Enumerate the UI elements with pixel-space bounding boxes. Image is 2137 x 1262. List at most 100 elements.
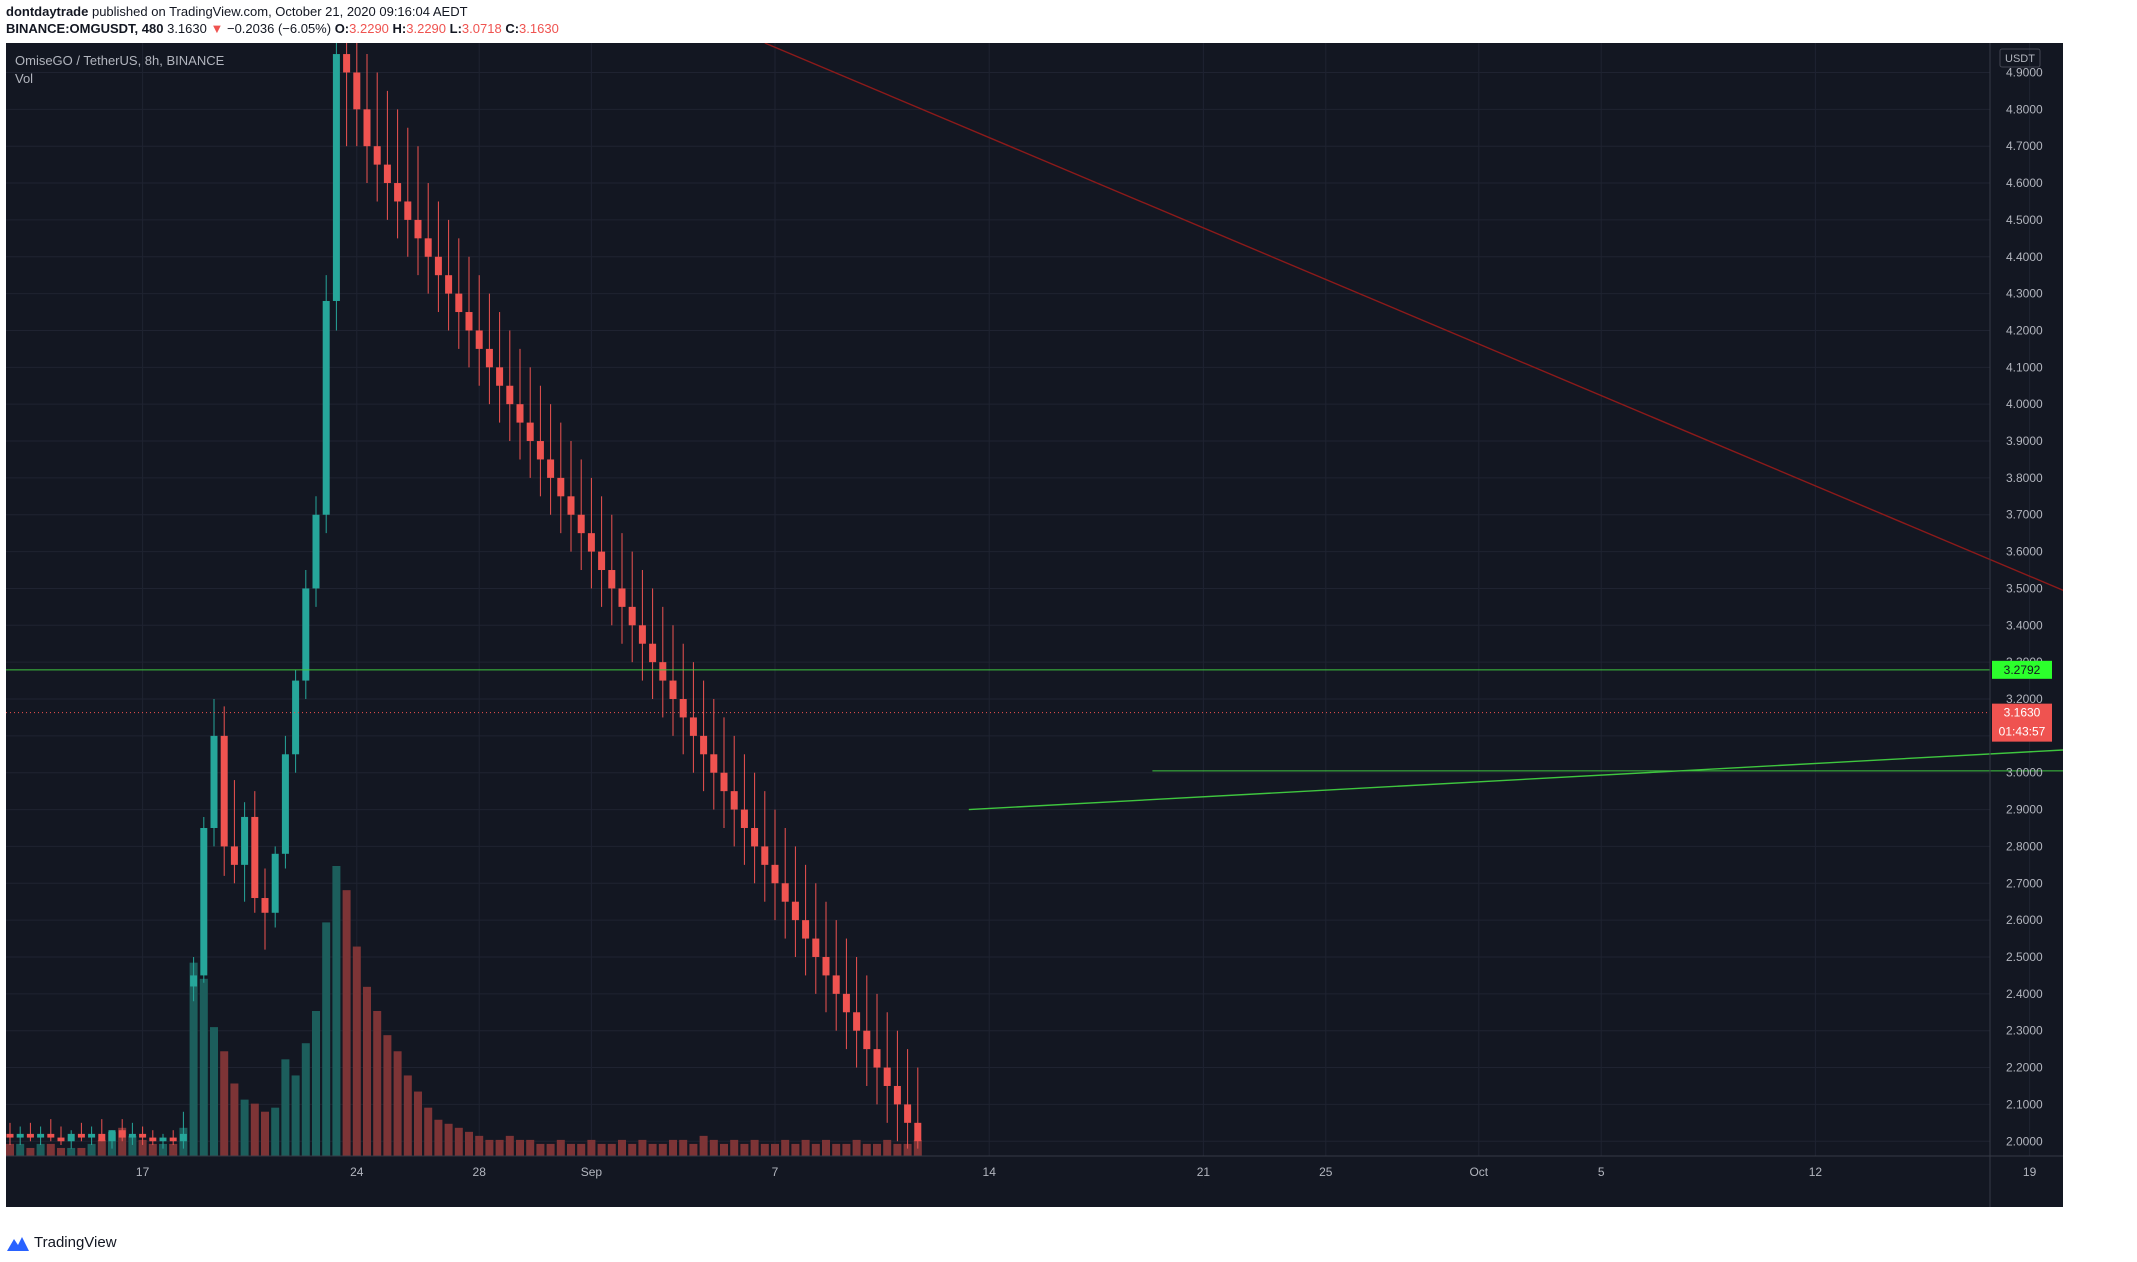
candle [343, 43, 351, 147]
volume-bar [159, 1143, 167, 1156]
volume-bar [597, 1143, 606, 1156]
candle-body [740, 809, 748, 828]
volume-bar [454, 1127, 463, 1156]
candle-body [445, 275, 453, 294]
volume-bar [801, 1139, 810, 1156]
volume-bar [312, 1011, 320, 1156]
time-tick-label: 28 [473, 1165, 487, 1179]
volume-bar [791, 1143, 800, 1156]
candle-body [608, 570, 616, 589]
volume-bar [526, 1139, 535, 1156]
candle-body [16, 1133, 24, 1138]
candle-body [26, 1133, 34, 1138]
chart-area[interactable]: 2.0000 2.1000 2.2000 2.3000 2.4000 2.5000 2.60… [6, 43, 2063, 1207]
volume-bar [862, 1143, 871, 1156]
candle-body [77, 1133, 85, 1138]
candle-body [88, 1133, 96, 1138]
volume-bar [679, 1139, 688, 1156]
price-tick-label: 4.7000 [2006, 139, 2043, 153]
price-tick-label: 2.7000 [2006, 876, 2043, 890]
author-name[interactable]: dontdaytrade [6, 4, 89, 19]
candle-body [159, 1137, 167, 1142]
chart-canvas[interactable]: 2.0000 2.1000 2.2000 2.3000 2.4000 2.5000 2.60… [6, 43, 2063, 1207]
candle [261, 868, 269, 950]
candle-body [108, 1130, 116, 1142]
candle [16, 1126, 24, 1145]
price-tick-label: 3.7000 [2006, 508, 2043, 522]
candle [914, 1067, 922, 1149]
grid [6, 43, 2031, 1156]
candle [394, 109, 402, 239]
volume-bar [781, 1139, 790, 1156]
candle [689, 662, 697, 773]
volume-bar [669, 1139, 677, 1156]
volume-bar [148, 1143, 157, 1156]
candle [526, 367, 534, 478]
candle [67, 1130, 75, 1149]
candle-body [822, 956, 830, 976]
candle [47, 1119, 55, 1142]
price-tick-label: 4.4000 [2006, 250, 2043, 264]
candle [863, 975, 871, 1086]
volume-bar [36, 1143, 45, 1156]
volume-bar [301, 1043, 310, 1156]
candle-body [618, 588, 626, 607]
axes: 2.0000 2.1000 2.2000 2.3000 2.4000 2.5000 2.60… [6, 43, 2063, 1207]
time-tick-label: Oct [1469, 1165, 1488, 1179]
volume-bar [699, 1135, 708, 1156]
resistance-line-tag: 3.2792 [1992, 660, 2052, 679]
candle [781, 827, 789, 939]
price-tick-label: 2.8000 [2006, 839, 2043, 853]
candle-body [98, 1133, 106, 1142]
candle [210, 699, 218, 847]
candle-body [904, 1104, 912, 1123]
price-tick-label: 3.6000 [2006, 545, 2043, 559]
volume-bar [199, 978, 208, 1156]
time-tick-label: 17 [136, 1165, 150, 1179]
candle-body [526, 422, 534, 442]
candle [139, 1126, 147, 1145]
volume-bar [465, 1131, 473, 1156]
candle-body [863, 1030, 871, 1050]
candle-body [57, 1137, 65, 1142]
volume-bar [822, 1139, 830, 1156]
candle-body [118, 1130, 126, 1138]
candle [57, 1126, 65, 1145]
price-tick-label: 4.2000 [2006, 323, 2043, 337]
candle [587, 477, 595, 589]
currency-tag: USDT [1999, 48, 2041, 68]
candles [6, 43, 922, 1149]
volume-bar [709, 1139, 718, 1156]
volume-bar [740, 1143, 749, 1156]
candle [893, 1030, 901, 1142]
volume-bar [281, 1059, 290, 1156]
candle-body [883, 1067, 891, 1086]
volume-bar [291, 1075, 300, 1156]
candle-body [281, 754, 289, 854]
symbol-line: BINANCE:OMGUSDT, 480 [6, 21, 164, 36]
publish-header: dontdaytrade published on TradingView.co… [0, 0, 2137, 40]
volume-bar [26, 1147, 35, 1156]
candle-body [312, 514, 320, 589]
candle-body [567, 496, 575, 515]
high-label: H: [392, 21, 407, 36]
candle-body [506, 385, 514, 405]
candle [842, 938, 850, 1050]
candle-body [302, 588, 310, 681]
candle [149, 1130, 157, 1145]
volume-bar [414, 1091, 422, 1156]
time-tick-label: 7 [772, 1165, 779, 1179]
candle [220, 706, 228, 876]
volume-bar [536, 1143, 545, 1156]
volume-bar [556, 1139, 565, 1156]
candle [659, 606, 667, 718]
candle [883, 1012, 891, 1123]
volume-bar [760, 1143, 769, 1156]
candle [608, 514, 616, 626]
candle [547, 404, 555, 515]
volume-bar [475, 1135, 484, 1156]
candle [373, 72, 381, 202]
candle-body [812, 938, 820, 957]
tradingview-logo-icon[interactable] [6, 1233, 30, 1253]
tradingview-brand[interactable]: TradingView [34, 1234, 117, 1251]
